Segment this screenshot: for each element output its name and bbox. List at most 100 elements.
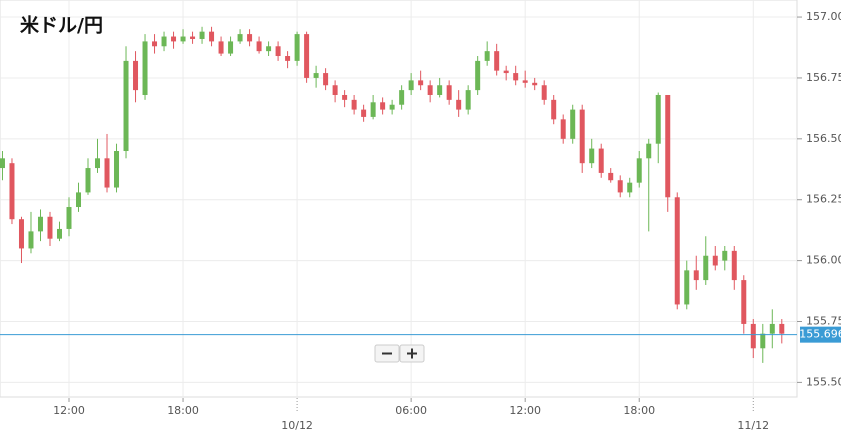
candle-body (313, 73, 319, 78)
candle-body (266, 46, 272, 52)
candle-body (66, 207, 72, 229)
x-tick-label: 12:00 (53, 404, 85, 417)
candle-body (589, 148, 595, 164)
candle-body (665, 94, 671, 198)
candle-body (228, 41, 234, 54)
candle-body (152, 41, 158, 47)
candle-body (760, 333, 766, 349)
y-tick-label: 155.750 (806, 314, 841, 327)
candle-body (180, 36, 186, 42)
plot-area (0, 0, 798, 398)
candle-body (370, 102, 376, 117)
candle-body (427, 85, 433, 95)
candle-body (304, 34, 310, 78)
candle-body (513, 73, 519, 81)
candle-body (475, 60, 481, 91)
candle-body (617, 180, 623, 193)
candle-body (598, 148, 604, 173)
candle-body (114, 151, 120, 188)
candle-body (608, 172, 614, 181)
candle-body (655, 94, 661, 144)
candle-body (37, 216, 43, 232)
candle-body (741, 280, 747, 324)
candle-body (484, 51, 490, 61)
chart-title: 米ドル/円 (20, 14, 103, 37)
candle-body (560, 119, 566, 139)
candle-body (380, 102, 386, 110)
candle-body (171, 36, 177, 42)
x-tick-label: 10/12 (281, 419, 313, 432)
current-price-label: 155.696 (799, 328, 841, 341)
y-tick-label: 156.250 (806, 193, 841, 206)
candle-body (712, 255, 718, 266)
candle-body (9, 163, 15, 220)
candle-body (199, 31, 205, 39)
candle-body (85, 168, 91, 193)
candle-body (503, 70, 509, 74)
candle-body (750, 323, 756, 349)
candle-body (323, 73, 329, 86)
y-tick-label: 156.500 (806, 132, 841, 145)
candle-body (418, 80, 424, 86)
candle-body (275, 46, 281, 57)
x-tick-label: 11/12 (737, 419, 769, 432)
candle-body (627, 182, 633, 193)
candle-body (399, 90, 405, 105)
x-tick-label: 18:00 (623, 404, 655, 417)
zoom-controls (374, 344, 425, 363)
y-tick-label: 156.750 (806, 71, 841, 84)
candle-body (361, 109, 367, 117)
candle-body (389, 104, 395, 110)
candle-body (133, 60, 139, 91)
y-tick-label: 155.500 (806, 375, 841, 388)
candle-body (28, 231, 34, 249)
candle-body (256, 41, 262, 52)
candle-body (95, 158, 101, 169)
candle-body (693, 270, 699, 281)
candle-body (456, 99, 462, 110)
candle-body (779, 323, 785, 334)
candle-body (342, 94, 348, 100)
candle-body (494, 51, 500, 71)
x-tick-label: 18:00 (167, 404, 199, 417)
candle-body (351, 99, 357, 110)
candle-body (47, 216, 53, 239)
candle-body (636, 158, 642, 183)
candle-body (532, 82, 538, 86)
candle-body (408, 80, 414, 91)
candle-body (703, 255, 709, 281)
candle-body (332, 85, 338, 95)
candle-body (18, 219, 24, 249)
candle-body (123, 60, 129, 152)
candle-body (76, 192, 82, 208)
candle-body (190, 36, 196, 39)
candle-body (247, 34, 253, 42)
candle-body (0, 158, 5, 169)
candle-body (104, 158, 110, 188)
y-tick-label: 156.000 (806, 254, 841, 267)
candle-body (294, 34, 300, 61)
x-tick-label: 12:00 (509, 404, 541, 417)
current-price-box (800, 326, 841, 343)
candle-body (579, 109, 585, 164)
candle-body (769, 323, 775, 334)
candle-body (684, 270, 690, 305)
candle-body (674, 197, 680, 305)
candle-body (209, 31, 215, 42)
candle-body (646, 143, 652, 159)
candle-body (56, 228, 62, 239)
candle-body (437, 85, 443, 95)
candle-body (465, 90, 471, 110)
candle-body (285, 56, 291, 61)
x-tick-label: 06:00 (395, 404, 427, 417)
candle-body (731, 250, 737, 281)
candle-body (218, 41, 224, 54)
candle-body (446, 85, 452, 100)
candle-body (161, 36, 167, 47)
candle-body (722, 250, 728, 261)
candle-body (551, 99, 557, 120)
candle-body (541, 85, 547, 100)
candle-body (237, 34, 243, 42)
